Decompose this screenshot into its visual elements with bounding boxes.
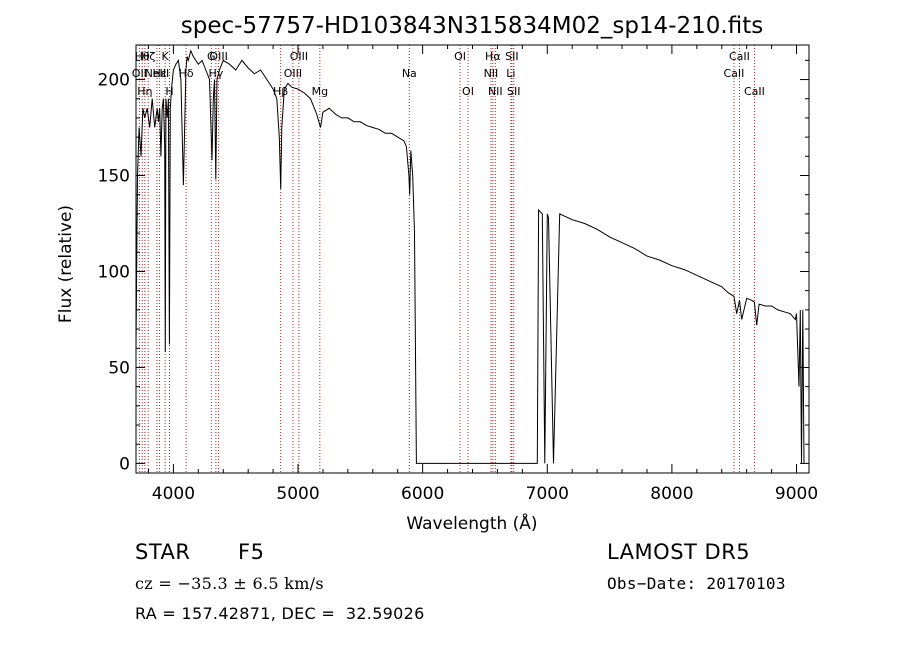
spectral-line-label: OI <box>462 85 474 98</box>
spectral-line-label: H <box>165 85 173 98</box>
spectral-line-label: Hγ <box>208 67 223 80</box>
spectral-line-label: Hα <box>485 50 501 63</box>
plot-frame <box>135 44 810 474</box>
spectral-line-label: Hε <box>152 67 166 80</box>
x-axis-label: Wavelength (Å) <box>406 512 537 534</box>
chart-title: spec-57757-HD103843N315834M02_sp14-210.f… <box>181 13 763 39</box>
observation-date: Obs−Date: 20170103 <box>607 574 786 593</box>
spectral-line-label: OIII <box>290 50 308 63</box>
spectral-line-label: Mg <box>312 85 328 98</box>
spectral-line-label: NII <box>488 85 503 98</box>
spectral-line-label: CaII <box>724 67 745 80</box>
x-tick-label: 5000 <box>276 484 319 504</box>
spectral-line-label: Na <box>402 67 417 80</box>
spectral-line-label: NeIII <box>145 67 170 80</box>
object-class: STAR <box>135 540 191 564</box>
x-tick-label: 4000 <box>152 484 195 504</box>
y-tick-label: 50 <box>108 358 130 378</box>
spectral-line-label: OIII <box>284 67 302 80</box>
object-subclass: F5 <box>238 540 265 564</box>
axis-ticks: 4000 5000 6000 7000 8000 9000 0 50 100 150 200 <box>98 45 818 504</box>
spectral-line-label: Hζ <box>141 50 155 63</box>
spectral-line-label: OIII <box>209 50 227 63</box>
x-tick-label: 9000 <box>775 484 818 504</box>
redshift-velocity: cz = −35.3 ± 6.5 km/s <box>135 574 324 593</box>
spectral-line-label: SII <box>507 85 520 98</box>
coordinates: RA = 157.42871, DEC = 32.59026 <box>135 604 425 623</box>
spectral-line-label: K <box>162 50 170 63</box>
y-axis-label: Flux (relative) <box>56 205 76 323</box>
spectrum-line <box>135 49 805 464</box>
y-tick-label: 0 <box>119 454 130 474</box>
spectral-line-label: G <box>207 50 216 63</box>
y-tick-label: 100 <box>98 262 130 282</box>
survey-name: LAMOST DR5 <box>607 540 751 564</box>
y-tick-label: 150 <box>98 167 130 187</box>
x-tick-label: 8000 <box>650 484 693 504</box>
spectral-line-label: Hθ <box>135 50 150 63</box>
spectral-line-labels: OIIHθHηHζNeIIIHεKHHδGHγOIIIHβOIIIOIIIMgN… <box>132 50 765 98</box>
spectral-line-label: CaII <box>729 50 750 63</box>
spectral-line-markers <box>138 45 755 473</box>
spectral-line-label: OI <box>454 50 466 63</box>
spectral-line-label: Hη <box>137 85 152 98</box>
y-tick-label: 200 <box>98 71 130 91</box>
spectral-line-label: CaII <box>744 85 765 98</box>
x-tick-label: 7000 <box>526 484 569 504</box>
x-tick-label: 6000 <box>401 484 444 504</box>
spectral-line-label: Li <box>506 67 515 80</box>
spectral-line-label: SII <box>505 50 518 63</box>
spectral-line-label: NII <box>484 67 499 80</box>
